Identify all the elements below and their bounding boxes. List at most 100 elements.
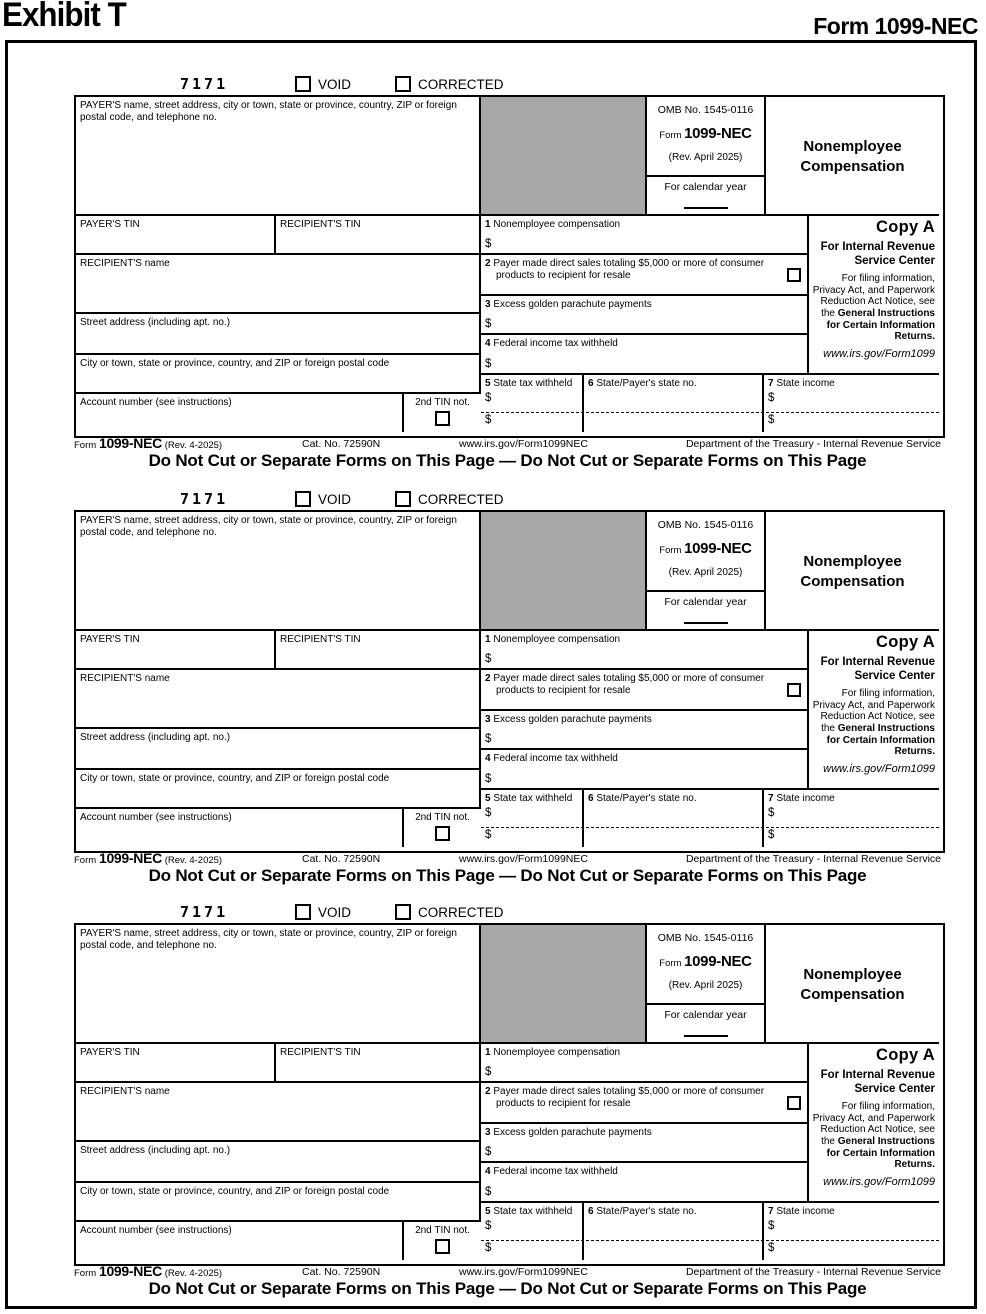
footer-cat-no: Cat. No. 72590N [302,853,381,865]
calendar-year-section: For calendar year [647,1005,764,1038]
recipients-tin-field[interactable]: RECIPIENT'S TIN [276,1044,481,1083]
second-tin-checkbox[interactable] [435,410,450,426]
box4-federal-tax-withheld[interactable]: 4 Federal income tax withheld $ [481,1163,809,1203]
payers-tin-field[interactable]: PAYER'S TIN [76,216,276,255]
exhibit-border [5,40,977,1309]
box5-number: 5 [485,793,491,804]
form-number: 1099-NEC [684,540,752,558]
box3-golden-parachute[interactable]: 3 Excess golden parachute payments $ [481,1124,809,1163]
box2-label: Payer made direct sales totaling $5,000 … [493,1086,765,1109]
box3-golden-parachute[interactable]: 3 Excess golden parachute payments $ [481,296,809,335]
calendar-year-label: For calendar year [664,596,747,608]
box1-nonemployee-compensation[interactable]: 1 Nonemployee compensation $ [481,1044,809,1083]
payer-info-field[interactable]: PAYER'S name, street address, city or to… [76,512,481,631]
dollar-sign: $ [485,392,492,404]
copy-a-title: Copy A [876,1046,935,1064]
recipients-tin-label: RECIPIENT'S TIN [280,1047,361,1058]
second-tin-cell: 2nd TIN not. [404,1222,481,1260]
copy-a-block: Copy A For Internal Revenue Service Cent… [809,216,939,375]
street-address-field[interactable]: Street address (including apt. no.) [76,729,481,770]
second-tin-checkbox[interactable] [435,1238,450,1254]
box3-golden-parachute[interactable]: 3 Excess golden parachute payments $ [481,711,809,750]
form-number-label: Form 1099-NEC [647,944,764,971]
calendar-year-blank[interactable] [683,622,728,625]
recipients-name-field[interactable]: RECIPIENT'S name [76,255,481,314]
corrected-checkbox[interactable] [395,491,411,507]
box1-nonemployee-compensation[interactable]: 1 Nonemployee compensation $ [481,631,809,670]
account-number-field[interactable]: Account number (see instructions) [76,394,404,432]
box7-state-income[interactable]: 7 State income $ $ [764,790,939,847]
omb-box: OMB No. 1545-0116 Form 1099-NEC (Rev. Ap… [645,512,766,631]
box4-federal-tax-withheld[interactable]: 4 Federal income tax withheld $ [481,750,809,790]
box5-number: 5 [485,378,491,389]
box4-number: 4 [485,1166,491,1177]
dollar-sign: $ [485,318,492,331]
calendar-year-blank[interactable] [683,207,728,210]
box5-state-tax-withheld[interactable]: 5 State tax withheld $ $ [481,790,584,847]
street-address-field[interactable]: Street address (including apt. no.) [76,314,481,355]
box4-federal-tax-withheld[interactable]: 4 Federal income tax withheld $ [481,335,809,375]
payers-tin-field[interactable]: PAYER'S TIN [76,1044,276,1083]
footer-form-number: Form 1099-NEC (Rev. 4-2025) [74,1263,222,1279]
city-field[interactable]: City or town, state or province, country… [76,770,481,809]
box5-label: State tax withheld [493,793,573,804]
box2-checkbox[interactable] [787,1096,801,1110]
recipients-name-field[interactable]: RECIPIENT'S name [76,1083,481,1142]
box6-state-payer-no[interactable]: 6 State/Payer's state no. [584,1203,764,1260]
dollar-sign: $ [485,773,492,786]
irs-url: www.irs.gov/Form1099 [823,763,935,776]
box1-label: Nonemployee compensation [493,1047,621,1058]
dollar-sign: $ [485,807,492,819]
account-number-field[interactable]: Account number (see instructions) [76,1222,404,1260]
box7-state-income[interactable]: 7 State income $ $ [764,375,939,432]
second-tin-label: 2nd TIN not. [415,812,470,823]
box2-label: Payer made direct sales totaling $5,000 … [493,673,765,696]
corrected-checkbox[interactable] [395,76,411,92]
box6-label: State/Payer's state no. [596,1206,697,1217]
box7-state-income[interactable]: 7 State income $ $ [764,1203,939,1260]
payer-info-field[interactable]: PAYER'S name, street address, city or to… [76,97,481,216]
form-print-code: 7171 [180,75,229,93]
second-tin-label: 2nd TIN not. [415,1225,470,1236]
omb-top-section: OMB No. 1545-0116 Form 1099-NEC (Rev. Ap… [647,97,764,177]
payers-tin-field[interactable]: PAYER'S TIN [76,631,276,670]
omb-box: OMB No. 1545-0116 Form 1099-NEC (Rev. Ap… [645,97,766,216]
footer-department: Department of the Treasury - Internal Re… [685,438,941,450]
do-not-cut-banner: Do Not Cut or Separate Forms on This Pag… [148,1279,867,1298]
box6-state-payer-no[interactable]: 6 State/Payer's state no. [584,790,764,847]
box6-number: 6 [588,1206,594,1217]
recipients-tin-field[interactable]: RECIPIENT'S TIN [276,631,481,670]
box1-nonemployee-compensation[interactable]: 1 Nonemployee compensation $ [481,216,809,255]
box2-direct-sales: 2 Payer made direct sales totaling $5,00… [481,1083,809,1124]
payer-info-field[interactable]: PAYER'S name, street address, city or to… [76,925,481,1044]
form-title-line2: Compensation [800,158,905,176]
form-1099-nec-box: PAYER'S name, street address, city or to… [74,95,945,438]
void-checkbox[interactable] [295,491,311,507]
street-address-label: Street address (including apt. no.) [80,732,231,743]
box5-state-tax-withheld[interactable]: 5 State tax withheld $ $ [481,375,584,432]
box2-checkbox[interactable] [787,268,801,282]
filing-note: For filing information, Privacy Act, and… [811,688,935,758]
calendar-year-label: For calendar year [664,1009,747,1021]
box1-number: 1 [485,219,491,230]
void-checkbox[interactable] [295,904,311,920]
calendar-year-blank[interactable] [683,1035,728,1038]
recipients-tin-field[interactable]: RECIPIENT'S TIN [276,216,481,255]
city-field[interactable]: City or town, state or province, country… [76,1183,481,1222]
account-number-field[interactable]: Account number (see instructions) [76,809,404,847]
street-address-field[interactable]: Street address (including apt. no.) [76,1142,481,1183]
box5-state-tax-withheld[interactable]: 5 State tax withheld $ $ [481,1203,584,1260]
recipients-name-field[interactable]: RECIPIENT'S name [76,670,481,729]
box4-number: 4 [485,753,491,764]
corrected-checkbox[interactable] [395,904,411,920]
form-title-header: Form 1099-NEC [813,13,978,39]
city-field[interactable]: City or town, state or province, country… [76,355,481,394]
box2-checkbox[interactable] [787,683,801,697]
second-tin-checkbox[interactable] [435,825,450,841]
box6-state-payer-no[interactable]: 6 State/Payer's state no. [584,375,764,432]
dollar-sign: $ [485,733,492,746]
footer-revision: (Rev. 4-2025) [164,1268,223,1279]
filing-note-bold: General Instructions for Certain Informa… [826,722,935,758]
void-checkbox[interactable] [295,76,311,92]
void-label: VOID [318,905,352,920]
